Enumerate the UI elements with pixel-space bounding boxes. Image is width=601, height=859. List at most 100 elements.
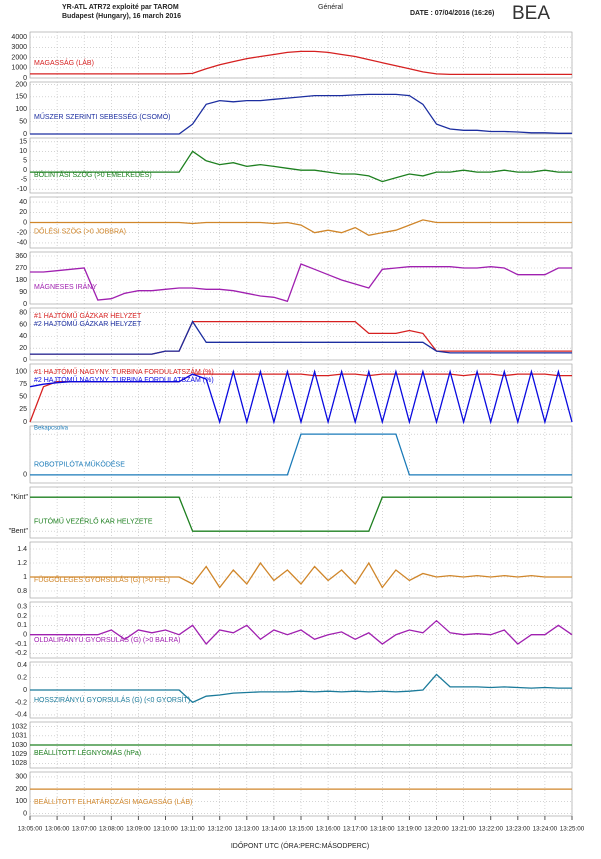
y-tick-label: 0 [23, 810, 27, 817]
series-line [29, 369, 573, 425]
series-label: MŰSZER SZERINTI SEBESSÉG (CSOMÓ) [34, 112, 171, 121]
series-label: BÓLINTÁSI SZÖG (>0 EMELKEDÉS) [34, 170, 152, 179]
series-label: FUTÓMŰ VEZÉRLŐ KAR HELYZETE [34, 517, 153, 526]
y-tick-label: -5 [21, 177, 27, 184]
y-tick-label: 0 [23, 357, 27, 364]
series-line [30, 673, 572, 704]
y-tick-label: 0 [23, 167, 27, 174]
x-tick-label: 13:07:00 [72, 826, 97, 833]
y-tick-label: -0.1 [15, 641, 27, 648]
y-tick-label: 90 [19, 289, 27, 296]
logo: BEA [512, 3, 550, 24]
x-tick-label: 13:21:00 [451, 826, 476, 833]
header-title: YR-ATL ATR72 exploité par TAROM [62, 4, 179, 11]
y-tick-label: 0 [23, 219, 27, 226]
header-section: Général [318, 4, 343, 11]
y-tick-label: 15 [19, 139, 27, 146]
y-tick-label: 0 [23, 131, 27, 138]
y-tick-label: 0 [23, 75, 27, 82]
y-tick-label: 20 [19, 345, 27, 352]
x-tick-label: 13:15:00 [289, 826, 314, 833]
y-tick-label: "Bent" [9, 528, 29, 535]
y-tick-label: -0.2 [15, 650, 27, 657]
series-line [30, 619, 573, 646]
x-tick-label: 13:13:00 [235, 826, 260, 833]
y-tick-label: 50 [19, 118, 27, 125]
y-tick-label: 50 [19, 394, 27, 401]
x-tick-label: 13:25:00 [560, 826, 585, 833]
series-line [30, 433, 572, 476]
header-date: DATE : 07/04/2016 (16:26) [410, 10, 494, 17]
y-tick-label: 0.8 [17, 588, 27, 595]
series-label: #2 HAJTÓMŰ GÁZKAR HELYZET [34, 319, 142, 328]
y-tick-label: Bekapcsolva [34, 426, 69, 432]
y-tick-label: 10 [19, 148, 27, 155]
y-tick-label: 270 [15, 265, 27, 272]
series-label: #1 HAJTÓMŰ GÁZKAR HELYZET [34, 311, 142, 320]
series-label: DŐLÉSI SZÖG (>0 JOBBRA) [34, 227, 126, 236]
y-tick-label: 25 [19, 406, 27, 413]
x-axis-title: IDŐPONT UTC (ÓRA:PERC:MÁSODPERC) [231, 841, 369, 850]
y-tick-label: 1030 [11, 742, 27, 749]
x-tick-label: 13:06:00 [45, 826, 70, 833]
y-tick-label: -20 [17, 230, 27, 237]
series-label: FÜGGŐLEGES GYORSULÁS (G) (>0 FEL) [34, 575, 170, 584]
series-line [30, 219, 572, 236]
y-tick-label: 1000 [11, 65, 27, 72]
series-line [30, 320, 572, 355]
y-tick-label: 75 [19, 381, 27, 388]
x-tick-label: 13:19:00 [397, 826, 422, 833]
x-tick-label: 13:05:00 [18, 826, 43, 833]
x-tick-label: 13:24:00 [533, 826, 558, 833]
y-tick-label: 0.1 [17, 622, 27, 629]
y-tick-label: 0.3 [17, 604, 27, 611]
y-tick-label: 0.2 [17, 674, 27, 681]
y-tick-label: 100 [15, 368, 27, 375]
panel-frame [29, 81, 573, 135]
x-tick-label: 13:11:00 [181, 826, 206, 833]
series-label: HOSSZIRÁNYÚ GYORSULÁS (G) (<0 GYORSÍT) [34, 695, 190, 704]
x-tick-label: 13:23:00 [506, 826, 531, 833]
series-line [30, 50, 572, 76]
y-tick-label: 20 [19, 209, 27, 216]
x-tick-label: 13:18:00 [370, 826, 395, 833]
series-label: OLDALIRÁNYÚ GYORSULÁS (G) (>0 BALRA) [34, 635, 180, 644]
y-tick-label: 80 [19, 310, 27, 317]
series-line [30, 263, 572, 303]
x-tick-label: 13:22:00 [478, 826, 503, 833]
series-label: BEÁLLÍTOTT LÉGNYOMÁS (hPa) [34, 748, 141, 757]
y-tick-label: -10 [17, 186, 27, 193]
y-tick-label: 5 [23, 158, 27, 165]
series-label: MÁGNESES IRÁNY [34, 282, 97, 291]
y-tick-label: 1032 [11, 723, 27, 730]
y-tick-label: 0.4 [17, 662, 27, 669]
y-tick-label: 150 [15, 94, 27, 101]
y-tick-label: 0 [23, 687, 27, 694]
y-tick-label: 0 [23, 632, 27, 639]
series-line [30, 561, 572, 589]
y-tick-label: 0 [23, 419, 27, 426]
series-label: ROBOTPILÓTA MŰKÖDÉSE [34, 460, 125, 469]
x-tick-label: 13:10:00 [153, 826, 178, 833]
y-tick-label: 40 [19, 199, 27, 206]
x-tick-label: 13:12:00 [207, 826, 232, 833]
y-tick-label: 4000 [11, 34, 27, 41]
series-line [30, 150, 572, 183]
y-tick-label: -0.4 [15, 712, 27, 719]
y-tick-label: 0 [23, 472, 27, 479]
y-tick-label: 180 [15, 277, 27, 284]
y-tick-label: 300 [15, 774, 27, 781]
x-tick-label: 13:09:00 [126, 826, 151, 833]
y-tick-label: "Kint" [11, 494, 29, 501]
y-tick-label: 1.2 [17, 560, 27, 567]
x-tick-label: 13:20:00 [424, 826, 449, 833]
panel-frame [29, 486, 573, 539]
y-tick-label: 60 [19, 321, 27, 328]
y-tick-label: 360 [15, 253, 27, 260]
y-tick-label: 1028 [11, 760, 27, 767]
x-tick-label: 13:17:00 [343, 826, 368, 833]
series-label: #2 HAJTÓMŰ NAGYNY. TURBINA FORDULATSZÁM … [34, 375, 214, 384]
y-tick-label: -40 [17, 240, 27, 247]
x-tick-label: 13:08:00 [99, 826, 124, 833]
